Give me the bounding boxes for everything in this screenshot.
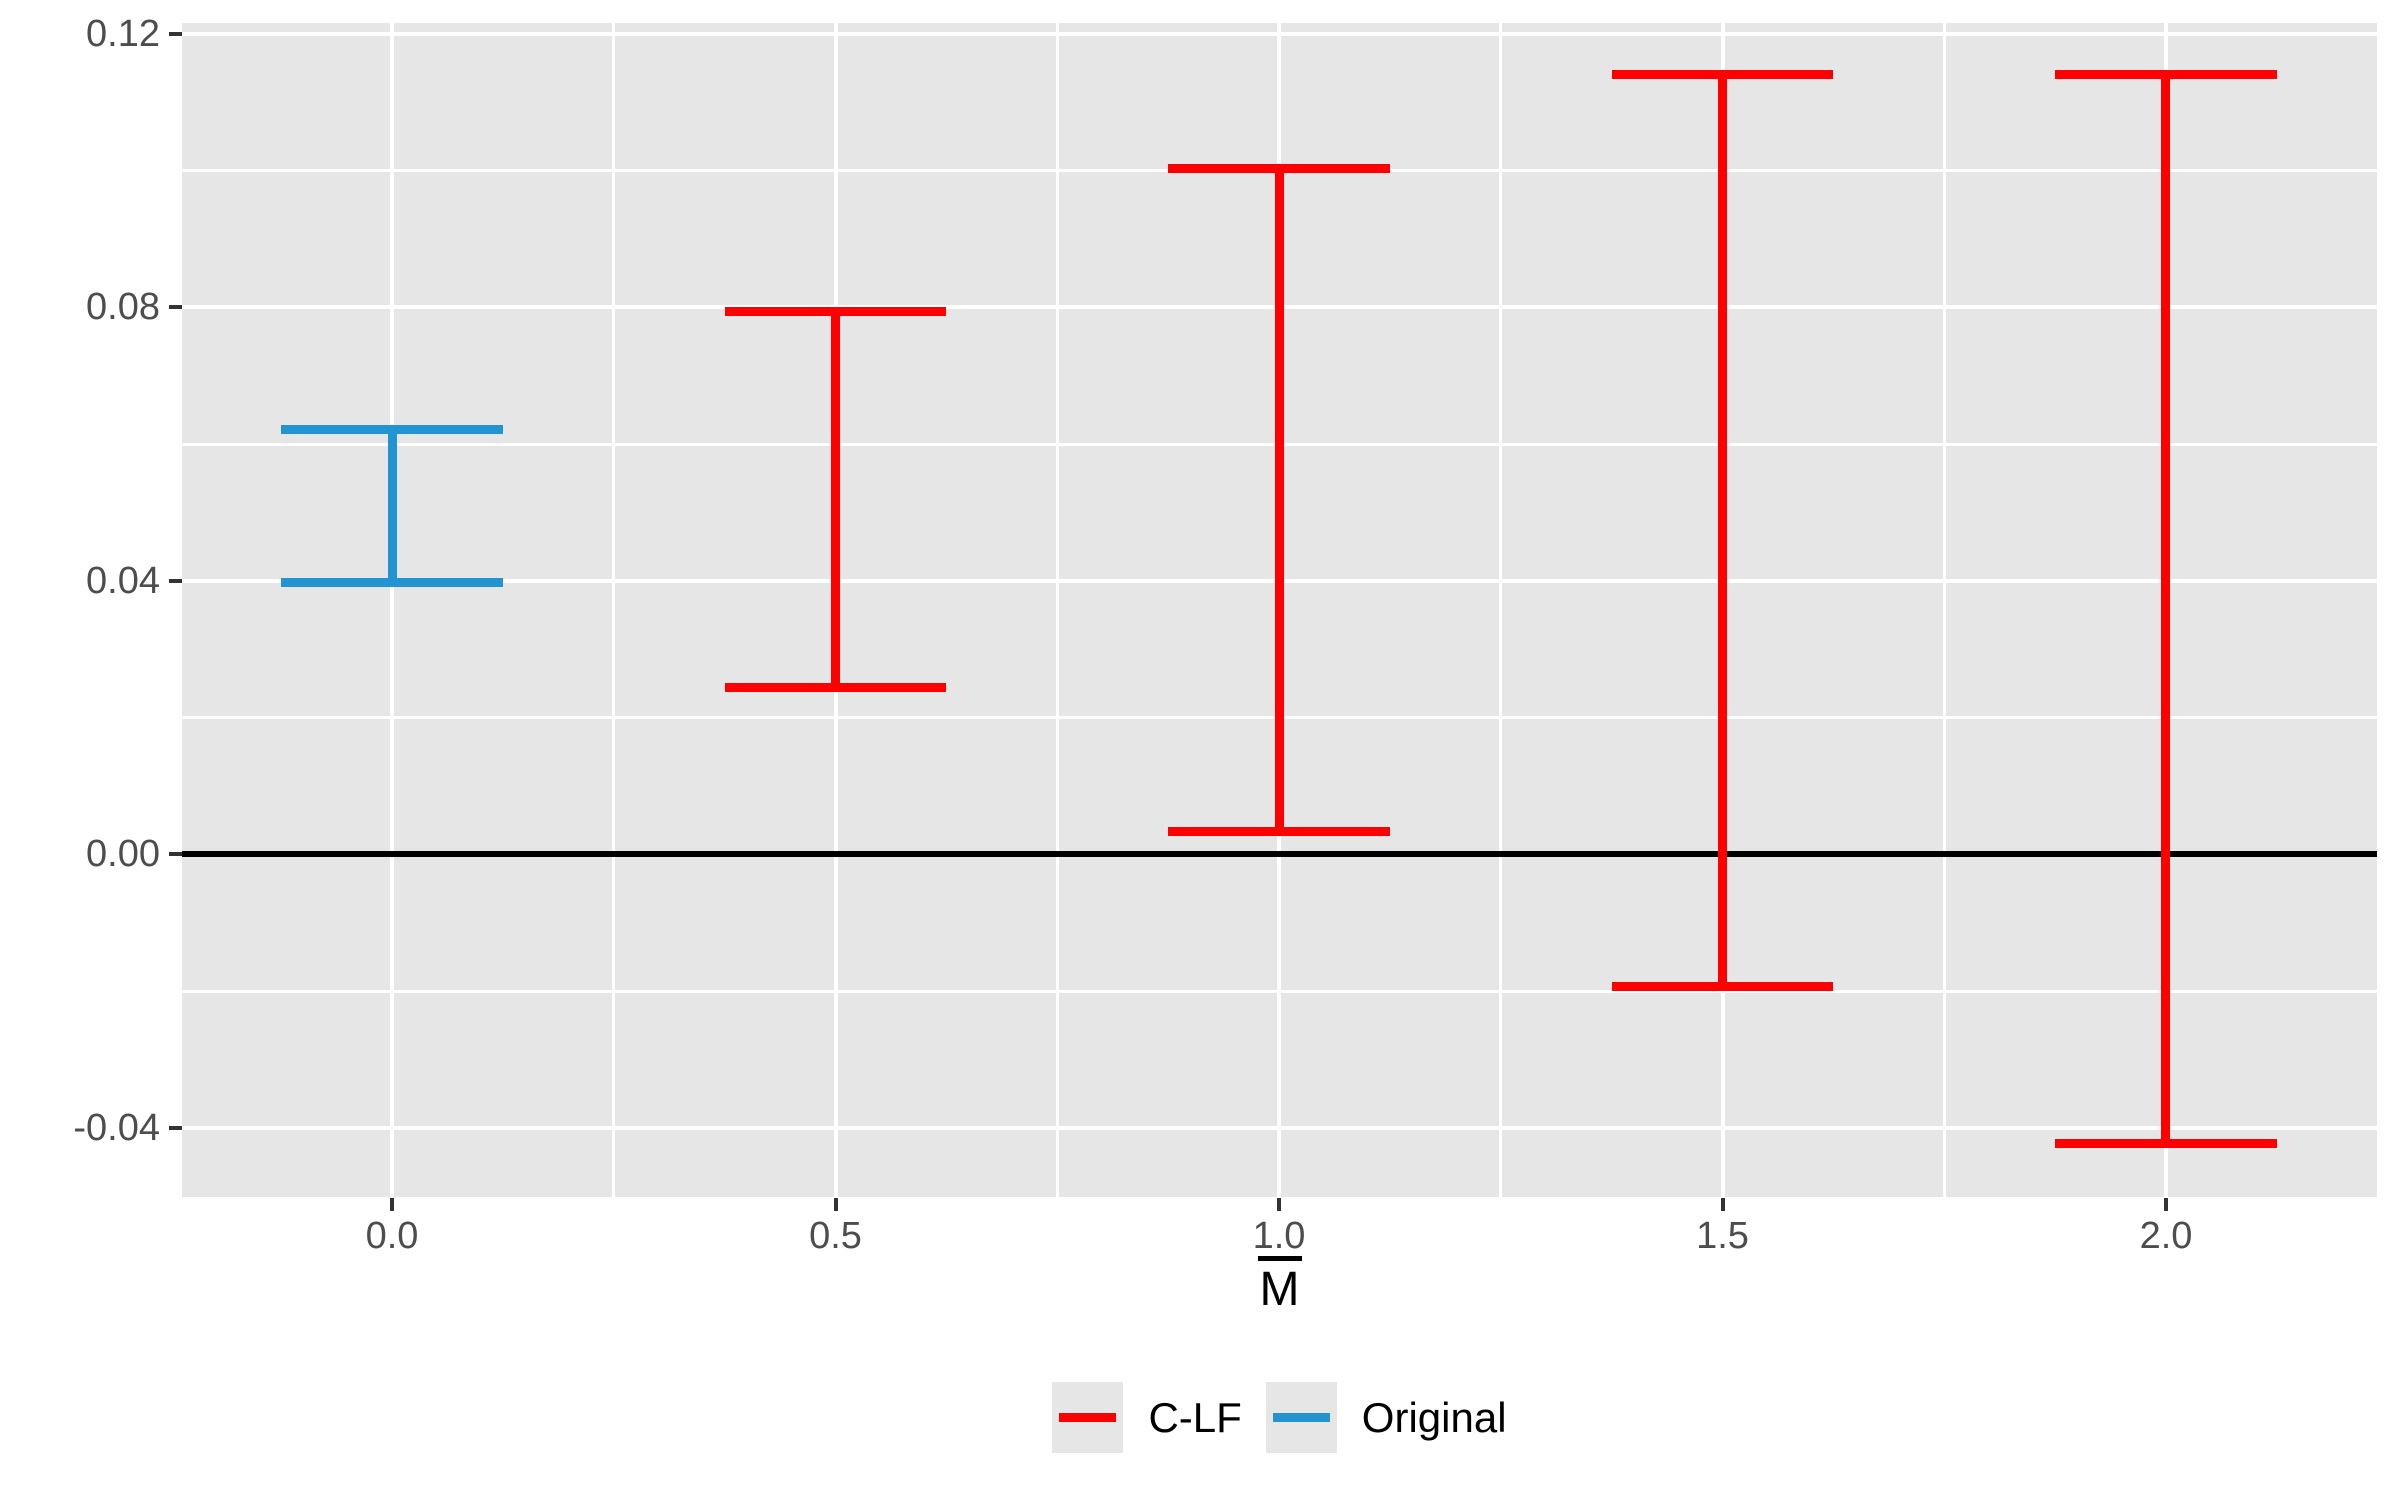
error-bar-stem — [2161, 74, 2171, 1144]
y-tick-mark — [169, 1125, 182, 1130]
y-tick-label: 0.08 — [86, 286, 160, 329]
x-tick-mark — [1277, 1198, 1281, 1211]
plot-panel — [182, 23, 2377, 1197]
x-tick-mark — [833, 1198, 838, 1211]
legend-key-line-original — [1272, 1413, 1330, 1422]
x-tick-label: 1.0 — [1252, 1215, 1306, 1257]
y-tick-label: -0.04 — [73, 1106, 160, 1149]
x-axis-title-text: M — [1259, 1263, 1300, 1316]
error-bar-cap-bottom — [281, 578, 503, 588]
legend-key-original — [1265, 1382, 1337, 1453]
error-bar-cap-top — [281, 425, 503, 435]
legend-key-clf — [1052, 1382, 1124, 1453]
error-bar-cap-top — [1168, 164, 1390, 174]
error-bar-stem — [831, 311, 841, 688]
y-tick-label: 0.12 — [86, 12, 160, 55]
error-bar-stem — [1718, 74, 1727, 987]
legend-key-line-clf — [1059, 1413, 1117, 1422]
error-bar-cap-top — [724, 307, 947, 317]
legend: C-LF Original — [182, 1382, 2377, 1453]
error-bar-stem — [387, 429, 397, 583]
legend-label-clf: C-LF — [1148, 1393, 1242, 1441]
y-tick-label: 0.00 — [86, 833, 160, 876]
gridline-minor-x — [1942, 23, 1946, 1197]
x-axis-title: M — [182, 1256, 2377, 1314]
error-bar-cap-bottom — [1611, 981, 1834, 991]
y-tick-label: 0.04 — [86, 559, 160, 602]
gridline-minor-x — [1055, 23, 1059, 1197]
zero-reference-line — [182, 851, 2377, 858]
error-bar-cap-bottom — [1168, 826, 1390, 836]
x-tick-mark — [2163, 1198, 2168, 1211]
gridline-major-x — [390, 23, 395, 1197]
x-tick-label: 2.0 — [2139, 1215, 2193, 1257]
legend-label-original: Original — [1361, 1393, 1507, 1441]
error-bar-cap-bottom — [724, 683, 947, 693]
x-tick-mark — [1720, 1198, 1725, 1211]
y-tick-mark — [169, 31, 182, 36]
legend-entry-original: Original — [1265, 1382, 1507, 1453]
x-tick-label: 0.5 — [809, 1215, 862, 1257]
error-bar-cap-top — [2055, 70, 2277, 80]
y-tick-mark — [169, 578, 182, 583]
error-bar-stem — [1274, 168, 1284, 832]
y-tick-mark — [169, 305, 182, 310]
x-tick-label: 0.0 — [365, 1215, 419, 1257]
x-axis-title-overline — [1257, 1256, 1302, 1261]
gridline-minor-x — [612, 23, 616, 1197]
x-tick-mark — [390, 1198, 395, 1211]
y-tick-mark — [169, 852, 182, 857]
error-bar-cap-top — [1611, 70, 1834, 80]
error-bar-cap-bottom — [2055, 1139, 2277, 1149]
x-tick-label: 1.5 — [1696, 1215, 1749, 1257]
gridline-minor-x — [1499, 23, 1503, 1197]
legend-entry-clf: C-LF — [1052, 1382, 1242, 1453]
